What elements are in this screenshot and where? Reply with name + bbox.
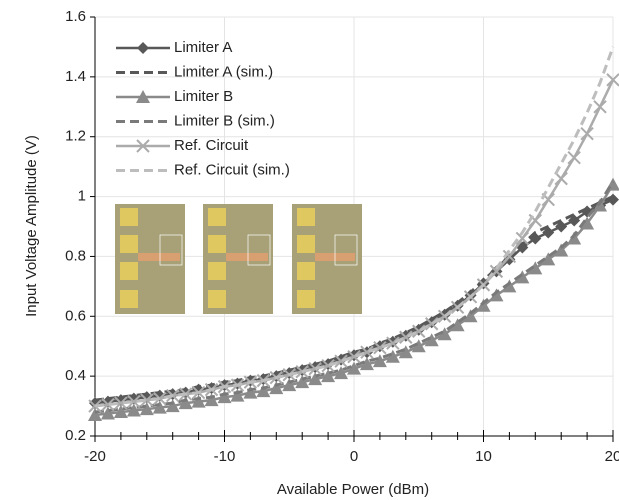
marker (100, 406, 115, 420)
marker (113, 405, 128, 419)
chip-photos (115, 204, 362, 314)
series-line (94, 180, 615, 414)
x-tick-label: -20 (84, 448, 106, 465)
marker (308, 372, 323, 386)
legend: Limiter A Limiter A (sim.) Limiter B Limite… (116, 39, 290, 178)
marker (398, 345, 413, 359)
marker (269, 381, 284, 395)
marker (515, 231, 530, 246)
marker (230, 388, 245, 402)
marker (295, 375, 310, 389)
marker (114, 396, 128, 410)
marker (476, 298, 491, 312)
y-tick-label: 1 (78, 188, 86, 205)
y-tick-label: 0.4 (65, 367, 86, 384)
legend-label: Limiter A (sim.) (174, 63, 273, 80)
marker (126, 403, 141, 417)
marker (139, 402, 154, 416)
legend-label: Limiter B (174, 88, 233, 105)
marker (204, 393, 219, 407)
series-line (94, 46, 615, 408)
marker (593, 198, 608, 212)
x-axis-label: Available Power (dBm) (277, 481, 429, 498)
marker (321, 369, 336, 383)
marker (437, 327, 452, 341)
legend-label: Limiter B (sim.) (174, 112, 275, 129)
marker (256, 384, 271, 398)
marker (140, 393, 154, 407)
marker (424, 333, 439, 347)
marker (217, 390, 232, 404)
marker (528, 261, 543, 275)
marker (567, 231, 582, 245)
marker (593, 100, 607, 114)
marker (334, 366, 349, 380)
marker (178, 396, 193, 410)
marker (152, 400, 167, 414)
y-tick-label: 1.4 (65, 68, 86, 85)
marker (399, 330, 413, 344)
marker (386, 336, 400, 350)
x-tick-label: 0 (350, 448, 358, 465)
marker (347, 361, 361, 375)
y-tick-label: 0.6 (65, 307, 86, 324)
marker (136, 90, 150, 103)
marker (153, 391, 167, 406)
marker (136, 139, 150, 153)
y-tick-label: 1.2 (65, 128, 86, 145)
marker (606, 73, 619, 87)
marker (308, 361, 322, 376)
marker (463, 309, 478, 323)
marker (243, 385, 258, 399)
marker (321, 358, 335, 373)
marker (334, 354, 348, 368)
marker (554, 171, 568, 186)
y-tick-label: 1.6 (65, 8, 86, 25)
legend-label: Ref. Circuit (174, 137, 249, 154)
marker (191, 394, 206, 408)
chip-photo (292, 204, 362, 314)
marker (580, 127, 594, 141)
marker (503, 253, 516, 266)
legend-label: Ref. Circuit (sim.) (174, 161, 290, 178)
marker (359, 357, 374, 371)
y-tick-label: 0.2 (65, 427, 86, 444)
marker (347, 349, 361, 364)
x-tick-label: 20 (605, 448, 619, 465)
marker (282, 378, 297, 392)
marker (88, 408, 102, 422)
marker (385, 349, 400, 363)
x-tick-label: -10 (214, 448, 236, 465)
chip-photo (203, 204, 273, 314)
marker (411, 339, 426, 353)
chip-photo (115, 204, 185, 314)
legend-label: Limiter A (174, 39, 232, 56)
y-axis-label: Input Voltage Amplitude (V) (23, 135, 40, 317)
marker (101, 397, 115, 412)
marker (502, 279, 517, 293)
marker (360, 345, 374, 359)
marker (554, 243, 569, 257)
x-tick-label: 10 (475, 448, 492, 465)
marker (165, 399, 180, 413)
marker (515, 270, 530, 284)
marker (541, 252, 556, 266)
marker (489, 288, 504, 302)
marker (580, 216, 595, 230)
marker (372, 354, 387, 368)
marker (502, 249, 517, 264)
y-tick-label: 0.8 (65, 247, 86, 264)
marker (127, 394, 141, 409)
marker (137, 42, 149, 54)
marker (373, 341, 387, 355)
marker (567, 150, 581, 165)
marker (450, 318, 465, 332)
